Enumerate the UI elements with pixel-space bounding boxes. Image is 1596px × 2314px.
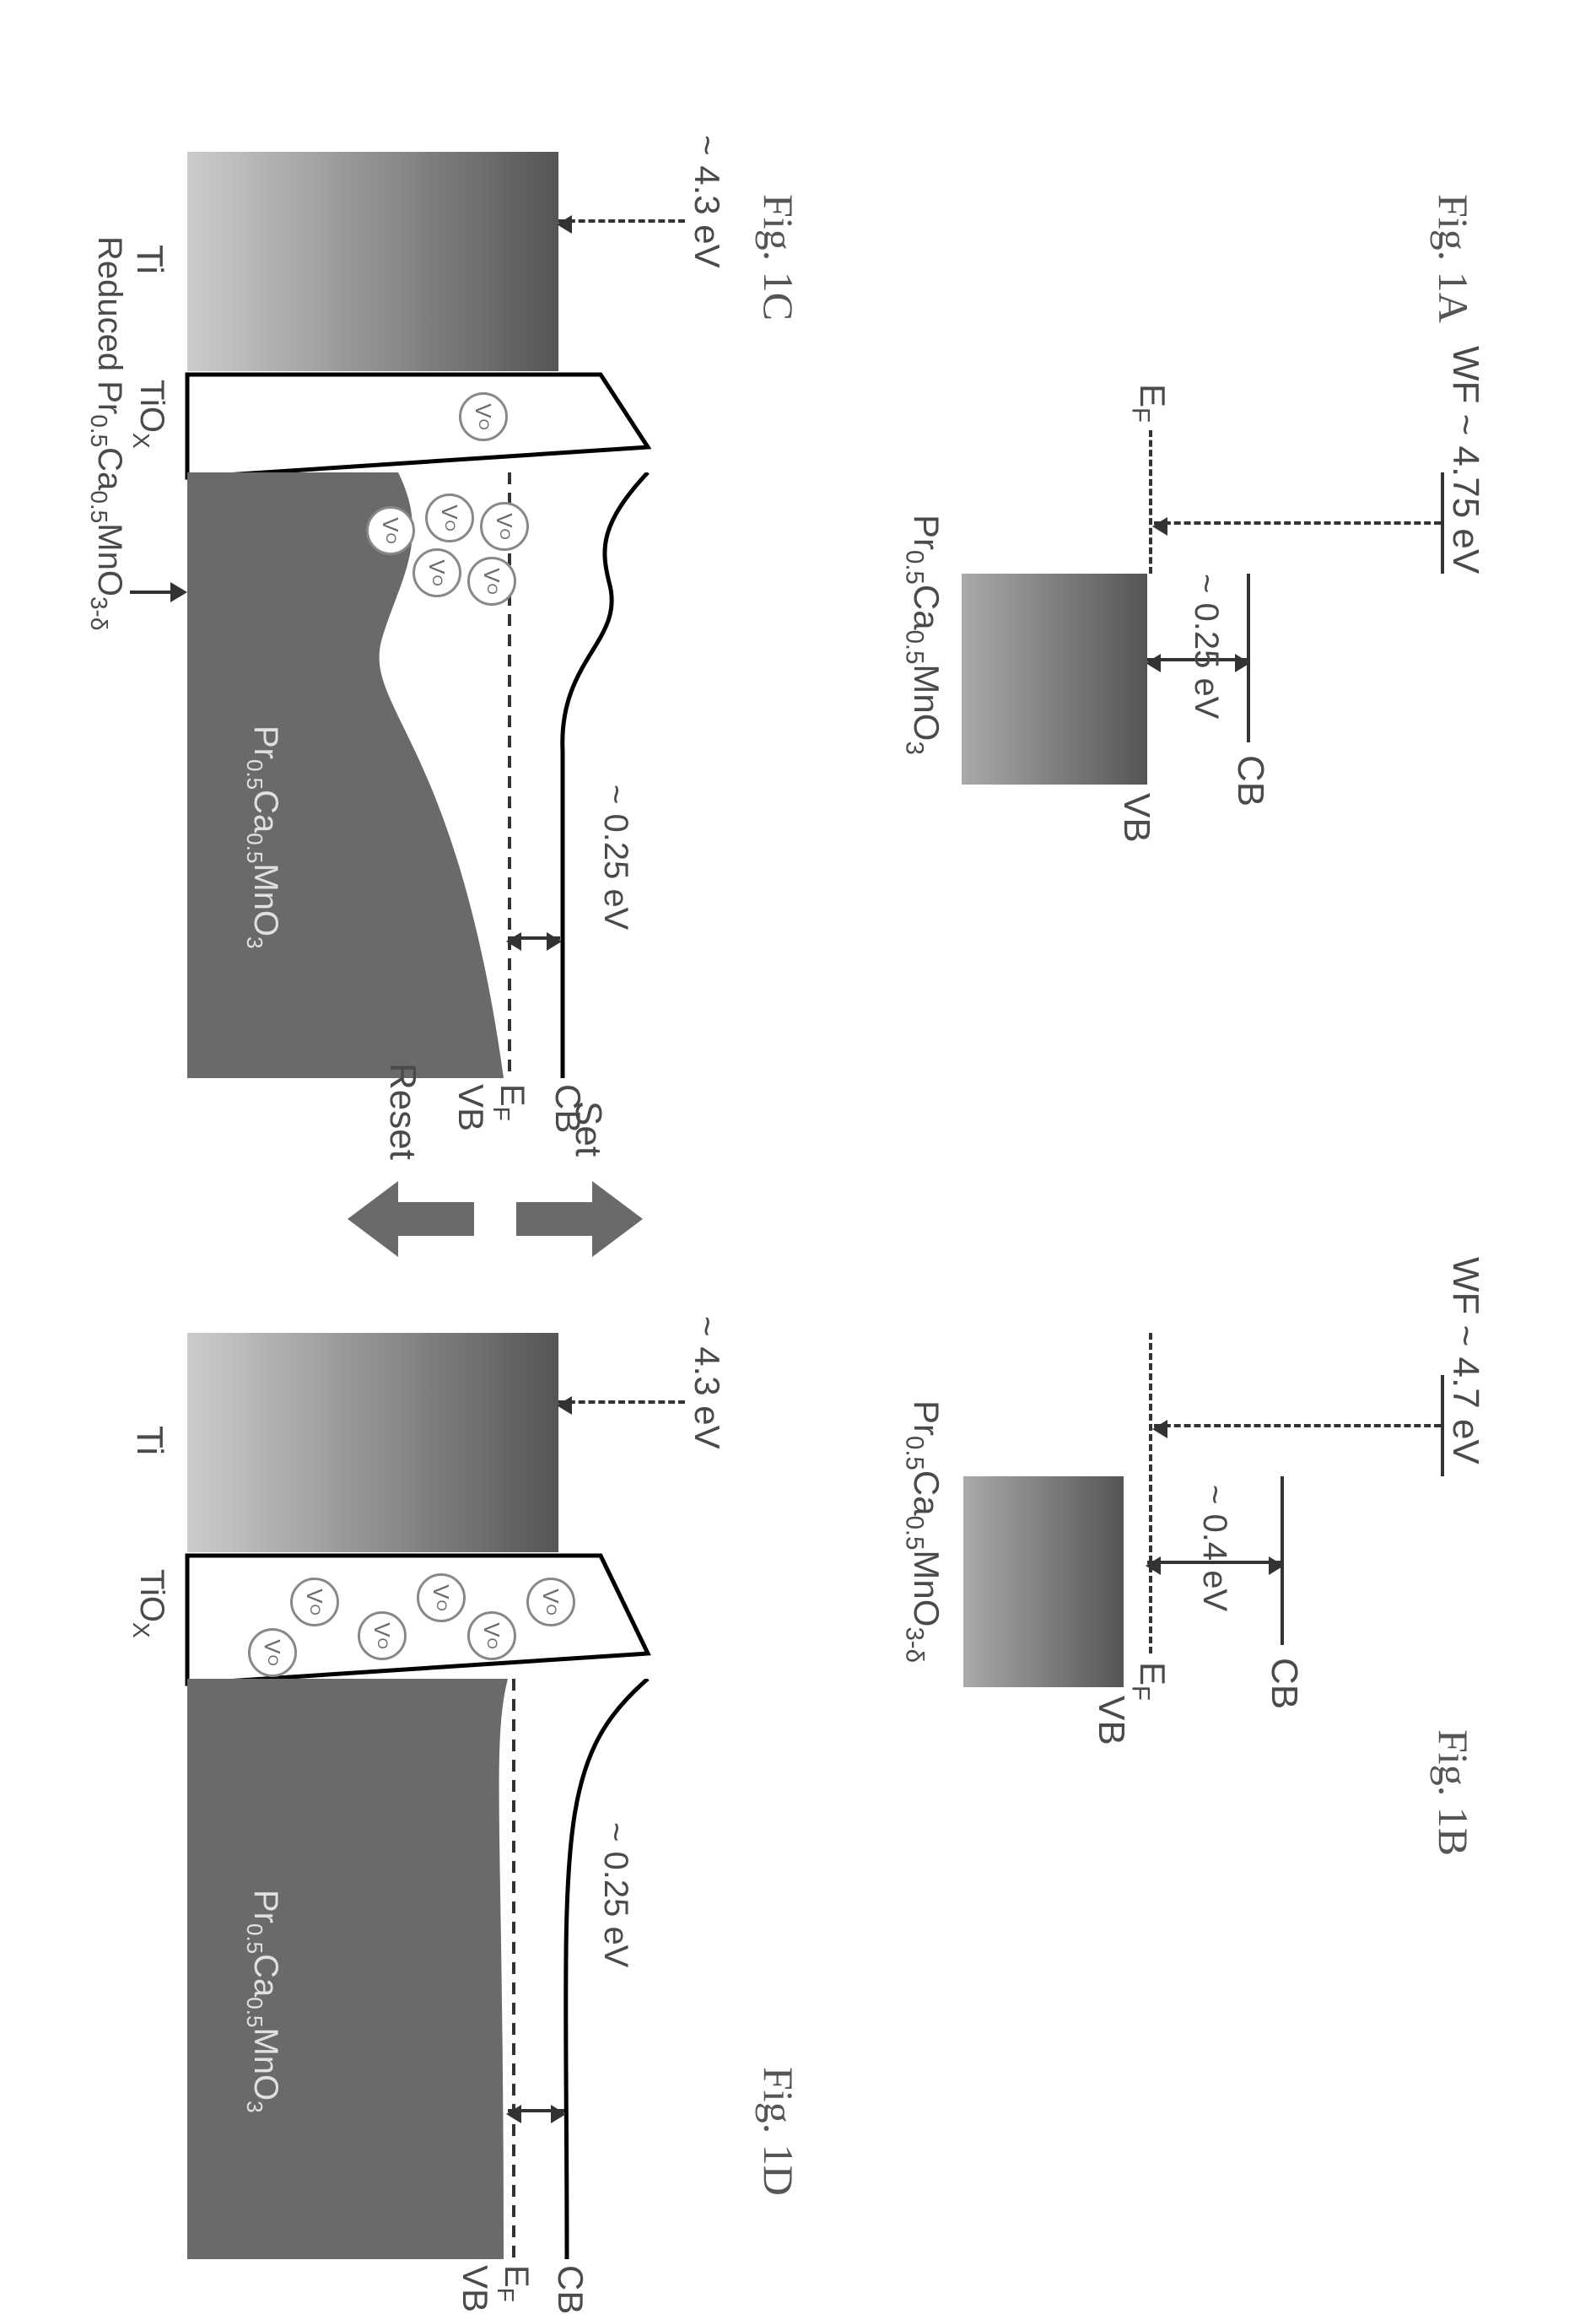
set-label: Set (567, 1101, 609, 1157)
reset-arrow-icon (348, 1181, 474, 1257)
vb-block-1a (962, 574, 1147, 785)
ti-wf-1d: ~ 4.3 eV (687, 1316, 727, 1449)
vb-label-1b: VB (1090, 1696, 1132, 1745)
tiox-label-1d: TiOX (127, 1569, 170, 1638)
panel-1d: Ti ~ 4.3 eV TiOX VO VO VO VO VO VO CB EF… (86, 1299, 778, 2269)
vo-icon: VO (412, 548, 461, 597)
vo-icon: VO (248, 1628, 297, 1677)
vo-icon: VO (425, 494, 474, 542)
panel-1c: Ti ~ 4.3 eV TiOX VO CB EF VB ~ 0.25 eV V… (86, 118, 778, 1088)
pcmo-label-1d: Pr0.5Ca0.5MnO3 (241, 1890, 284, 2113)
ti-wf-1c: ~ 4.3 eV (687, 135, 727, 268)
gap-text-1d: ~ 0.25 eV (596, 1822, 634, 1967)
ti-block-1d (187, 1333, 558, 1552)
vo-icon: VO (459, 392, 508, 441)
wf-text-1a: WF ~ 4.75 eV (1444, 346, 1486, 574)
wf-arrow-1b (1154, 1424, 1441, 1427)
cb-label-1a: CB (1229, 755, 1271, 806)
ti-wf-arrow-1c (558, 219, 685, 223)
wf-arrow-1a (1154, 521, 1441, 525)
ti-wf-arrow-1d (558, 1400, 685, 1404)
panel-1a: WF ~ 4.75 eV CB ~ 0.25 eV EF VB Pr0.5Ca0… (904, 405, 1495, 953)
cb-1d: CB (550, 2265, 590, 2314)
set-arrow-icon (516, 1181, 643, 1257)
cb-label-1b: CB (1263, 1658, 1305, 1709)
material-1a: Pr0.5Ca0.5MnO3 (900, 515, 946, 755)
figure-canvas: Fig. 1A WF ~ 4.75 eV CB ~ 0.25 eV EF VB … (0, 0, 1596, 2299)
ef-label-1b: EF (1126, 1662, 1173, 1701)
ef-line-1b (1149, 1333, 1152, 1653)
ti-label-1c: Ti (128, 245, 170, 274)
vb-label-1a: VB (1115, 793, 1157, 843)
vo-icon: VO (366, 506, 415, 555)
ti-block-1c (187, 152, 558, 371)
reset-label: Reset (381, 1063, 423, 1160)
ef-line-1a (1149, 430, 1152, 574)
ti-label-1d: Ti (128, 1426, 170, 1455)
vo-icon: VO (467, 1611, 516, 1660)
vo-icon: VO (480, 502, 529, 551)
vo-icon: VO (526, 1578, 575, 1626)
pcmo-label-1c: Pr0.5Ca0.5MnO3 (241, 725, 284, 949)
vb-block-1b (963, 1476, 1124, 1687)
tiox-box-1c (179, 371, 651, 481)
reduced-arrow-icon (170, 582, 187, 602)
vb-1c: VB (450, 1084, 491, 1131)
gap-text-1c: ~ 0.25 eV (596, 785, 634, 930)
panel-1b: WF ~ 4.7 eV CB ~ 0.4 eV EF VB Pr0.5Ca0.5… (904, 1308, 1495, 1856)
tiox-label-1c: TiOX (127, 380, 170, 449)
vb-1d: VB (455, 2265, 495, 2312)
tiox-box-1d (179, 1552, 651, 1687)
ef-1c: EF (488, 1084, 531, 1121)
vo-icon: VO (467, 557, 516, 606)
vo-icon: VO (358, 1611, 407, 1660)
ef-1d: EF (492, 2265, 535, 2302)
reduced-label-1c: Reduced Pr0.5Ca0.5MnO3-δ (85, 236, 128, 630)
ef-label-1a: EF (1126, 384, 1173, 423)
wf-text-1b: WF ~ 4.7 eV (1444, 1257, 1486, 1464)
material-1b: Pr0.5Ca0.5MnO3-δ (900, 1400, 946, 1663)
gap-text-1b: ~ 0.4 eV (1195, 1485, 1233, 1611)
gap-text-1a: ~ 0.25 eV (1187, 574, 1225, 719)
vo-icon: VO (417, 1573, 466, 1622)
vo-icon: VO (290, 1578, 339, 1626)
fig-1a-label: Fig. 1A (1429, 194, 1478, 323)
gap-arrow-1d (508, 2109, 564, 2112)
gap-arrow-1c (508, 936, 560, 940)
